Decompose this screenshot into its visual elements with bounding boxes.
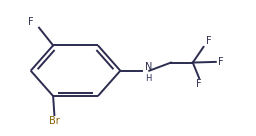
Text: F: F [196,79,202,89]
Text: N: N [145,62,152,72]
Text: F: F [28,17,34,27]
Text: F: F [206,36,212,46]
Text: H: H [145,74,152,83]
Text: Br: Br [49,116,60,126]
Text: F: F [218,57,224,67]
